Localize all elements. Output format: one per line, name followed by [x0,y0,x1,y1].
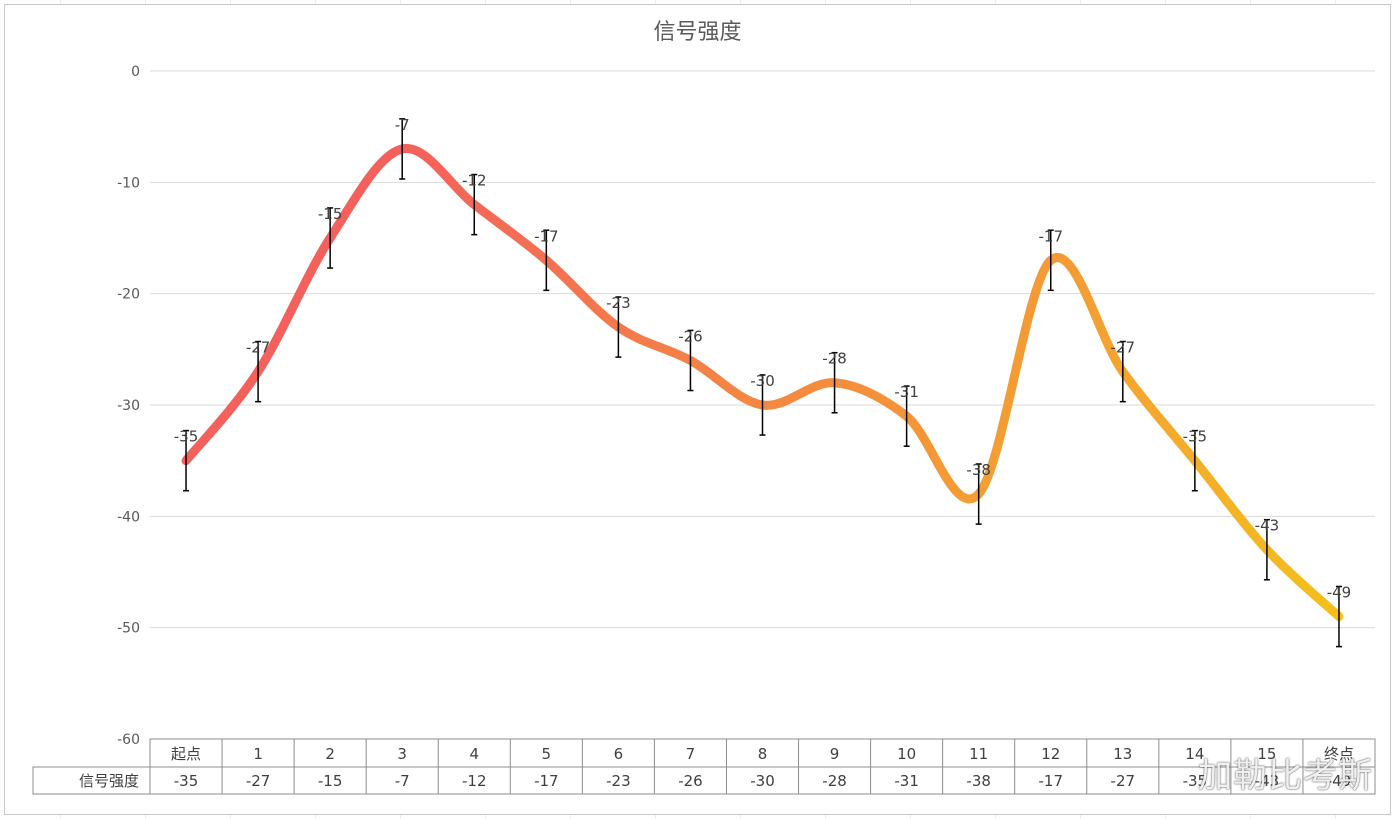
data-label: -35 [174,428,199,446]
data-label: -35 [1183,428,1208,446]
data-label: -27 [1111,339,1136,357]
y-tick-label: -50 [117,621,140,637]
table-category: 10 [897,745,916,763]
table-category: 1 [253,745,263,763]
table-value: -49 [1327,772,1352,790]
table-value: -26 [678,772,703,790]
table-category: 8 [758,745,768,763]
table-category: 6 [614,745,624,763]
table-value: -17 [534,772,559,790]
legend-series-name: 信号强度 [79,772,139,790]
table-value-row [32,766,1376,795]
table-category: 13 [1113,745,1132,763]
table-value: -15 [318,772,343,790]
table-category: 3 [397,745,407,763]
y-tick-label: -20 [117,287,140,303]
watermark: 加勒比考斯 [1198,756,1373,796]
table-category: 14 [1185,745,1204,763]
data-label: -23 [606,294,631,312]
data-label: -7 [395,116,410,134]
series-layer [181,144,1344,622]
y-axis: 0 -10 -20 -30 -40 -50 -60 [117,64,140,748]
table-value: -23 [606,772,631,790]
table-value: -27 [1111,772,1136,790]
data-label: -15 [318,205,343,223]
table-category: 起点 [171,745,201,763]
chart-title: 信号强度 [653,20,742,45]
table-value: -28 [822,772,847,790]
error-bars [183,118,1342,648]
y-tick-label: -10 [117,175,140,191]
data-label: -17 [534,227,559,245]
data-label: -43 [1255,517,1280,535]
data-label: -31 [894,383,919,401]
table-value: -31 [894,772,919,790]
y-tick-label: -40 [117,509,140,525]
table-value: -17 [1038,772,1063,790]
table-value: -12 [462,772,487,790]
data-label: -12 [462,172,487,190]
table-category: 9 [830,745,840,763]
data-label: -49 [1327,584,1352,602]
series-line-signal [181,144,1344,622]
data-labels: -35 -27 -15 -7 -12 -17 -23 -26 -30 -28 -31 -38 -17 -2… [174,116,1351,602]
table-value: -43 [1255,772,1280,790]
table-category: 12 [1041,745,1060,763]
table-value: -35 [174,772,199,790]
table-category: 4 [469,745,479,763]
y-tick-label: 0 [131,64,140,80]
table-category: 15 [1257,745,1276,763]
table-category: 终点 [1324,745,1354,763]
y-tick-label: -60 [117,732,140,748]
table-category: 11 [969,745,988,763]
data-label: -26 [678,327,703,345]
data-label: -28 [822,350,847,368]
table-value: -38 [966,772,991,790]
table-category: 5 [542,745,552,763]
table-value: -30 [750,772,775,790]
table-category: 2 [325,745,335,763]
table-value: -27 [246,772,271,790]
table-value: -35 [1183,772,1208,790]
table-value: -7 [395,772,410,790]
data-label: -30 [750,372,775,390]
data-table: 起点 1 2 3 4 5 6 7 8 9 10 11 12 13 14 15 终点-35 -27 -15 -7 -12-… [32,738,1376,795]
y-tick-label: -30 [117,398,140,414]
table-category: 7 [686,745,696,763]
data-label: -17 [1038,227,1063,245]
data-label: -27 [246,339,271,357]
data-label: -38 [966,461,991,479]
